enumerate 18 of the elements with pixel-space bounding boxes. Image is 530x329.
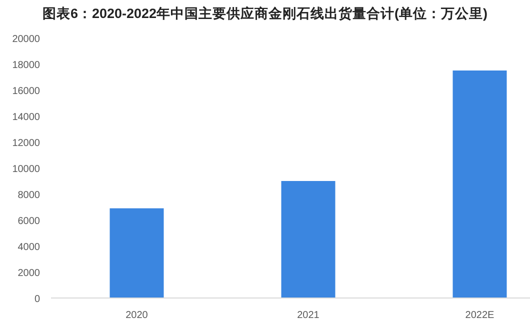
y-tick-label: 2000 — [18, 268, 40, 279]
y-tick-label: 18000 — [12, 60, 40, 71]
x-tick-label: 2022E — [465, 310, 495, 321]
bar — [110, 208, 164, 298]
y-tick-label: 6000 — [18, 216, 40, 227]
y-tick-label: 8000 — [18, 190, 40, 201]
y-tick-label: 14000 — [12, 112, 40, 123]
bar — [452, 70, 507, 298]
y-tick-label: 16000 — [12, 86, 40, 97]
y-tick-label: 4000 — [18, 242, 40, 253]
y-tick-label: 12000 — [12, 138, 40, 149]
y-tick-label: 20000 — [12, 34, 40, 45]
y-tick-label: 10000 — [12, 164, 40, 175]
bar — [281, 181, 336, 298]
x-tick-label: 2021 — [297, 310, 320, 321]
x-tick-label: 2020 — [126, 310, 148, 321]
y-tick-label: 0 — [34, 294, 40, 305]
chart-title: 图表6：2020-2022年中国主要供应商金刚石线出货量合计(单位：万公里) — [42, 5, 488, 21]
